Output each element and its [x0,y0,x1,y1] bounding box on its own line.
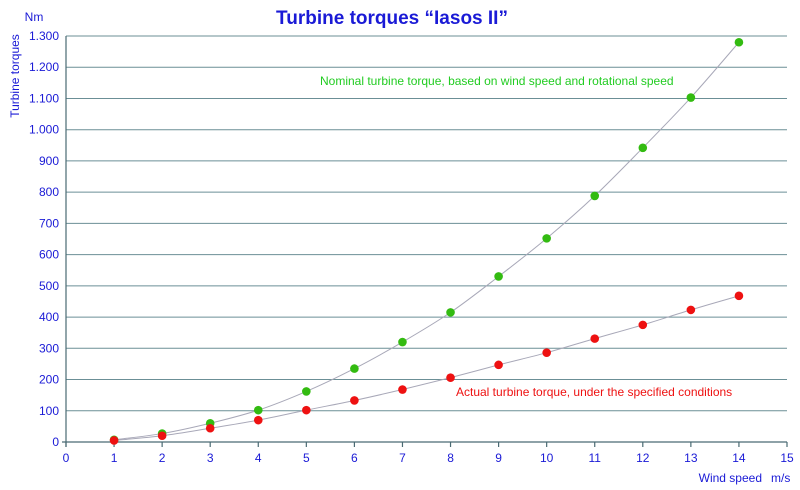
data-point-series-1 [590,334,600,343]
y-tick-label: 600 [39,248,59,262]
y-tick-label: 200 [39,373,59,387]
series-label-actual: Actual turbine torque, under the specifi… [456,385,732,399]
data-point-series-0 [350,364,359,373]
series-curve-0 [114,41,740,441]
axis-layer: 01002003004005006007008009001.0001.1001.… [29,29,794,465]
data-point-series-0 [542,234,551,243]
y-axis-unit: Nm [25,10,44,24]
data-point-series-1 [398,385,407,394]
curve-layer [114,41,740,441]
chart-title: Turbine torques “Iasos II” [276,8,508,29]
series-label-nominal: Nominal turbine torque, based on wind sp… [320,74,674,88]
y-axis-label: Turbine torques [8,34,22,118]
data-point-series-0 [494,272,503,281]
data-point-series-1 [734,291,744,301]
data-point-series-1 [494,360,503,370]
x-tick-label: 0 [63,451,70,465]
x-tick-label: 14 [732,451,746,465]
y-tick-label: 0 [52,435,59,449]
data-point-series-0 [734,37,744,47]
x-tick-label: 5 [303,451,310,465]
x-axis-label: Wind speed [699,471,762,485]
y-tick-label: 100 [39,404,59,418]
data-point-series-0 [590,191,600,201]
point-layer [109,37,744,445]
grid-layer [66,35,787,412]
x-tick-label: 8 [447,451,454,465]
data-point-series-0 [638,143,648,153]
y-tick-label: 1.000 [29,123,59,137]
x-tick-label: 4 [255,451,262,465]
data-point-series-1 [205,423,215,433]
data-point-series-1 [350,396,359,405]
x-tick-label: 11 [588,451,601,465]
data-point-series-1 [157,431,167,441]
y-tick-label: 300 [39,341,59,355]
x-tick-label: 13 [684,451,698,465]
x-tick-label: 15 [780,451,794,465]
y-tick-label: 1.100 [29,91,59,105]
x-axis-unit: m/s [771,471,790,485]
x-tick-label: 10 [540,451,554,465]
data-point-series-1 [686,305,696,315]
x-tick-label: 6 [351,451,358,465]
y-tick-label: 1.200 [29,60,59,74]
x-tick-label: 9 [495,451,502,465]
x-tick-label: 7 [399,451,406,465]
data-point-series-0 [253,405,263,415]
y-tick-label: 900 [39,154,59,168]
data-point-series-1 [542,348,551,357]
y-tick-label: 1.300 [29,29,59,43]
data-point-series-1 [253,415,263,425]
data-point-series-1 [446,373,455,382]
data-point-series-1 [109,436,119,445]
data-point-series-0 [446,308,455,317]
y-tick-label: 400 [39,310,59,324]
data-point-series-0 [302,387,311,396]
y-tick-label: 700 [39,216,59,230]
data-point-series-0 [398,337,407,347]
data-point-series-0 [686,93,696,102]
x-tick-label: 1 [111,451,118,465]
data-point-series-1 [638,320,648,330]
x-tick-label: 2 [159,451,166,465]
y-tick-label: 500 [39,279,59,293]
data-point-series-1 [302,405,311,415]
y-tick-label: 800 [39,185,59,199]
x-tick-label: 3 [207,451,214,465]
x-tick-label: 12 [636,451,650,465]
